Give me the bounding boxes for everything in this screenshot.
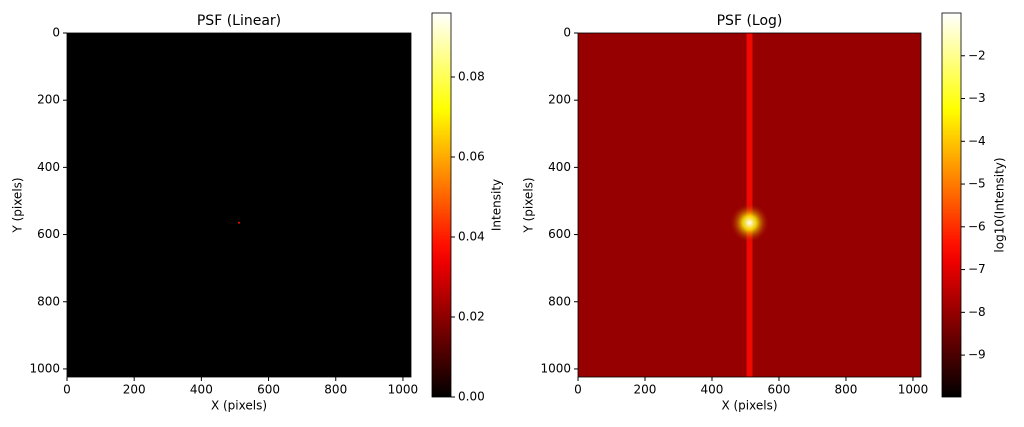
x-tick-label: 1000 [388,383,419,397]
colorbar-tick-label: 0.04 [458,230,485,244]
y-tick-label: 1000 [29,361,60,375]
x-tick-label: 800 [324,383,347,397]
x-tick-label: 400 [190,383,213,397]
heatmap-background [67,33,411,377]
y-axis-label: Y (pixels) [522,177,536,233]
x-axis-label: X (pixels) [721,399,777,413]
y-tick-label: 600 [548,227,571,241]
colorbar-tick-label: −2 [968,48,986,62]
colorbar-tick-label: −6 [968,219,986,233]
y-tick-label: 200 [37,93,60,107]
heatmap-peak [238,221,240,224]
x-tick-label: 600 [257,383,280,397]
colorbar-tick-label: −4 [968,134,986,148]
colorbar-tick-label: 0.06 [458,150,485,164]
colorbar-tick-label: −3 [968,91,986,105]
y-tick-label: 600 [37,227,60,241]
y-tick-label: 200 [548,93,571,107]
colorbar-tick-label: −7 [968,262,986,276]
colorbar [941,12,962,398]
y-tick-label: 1000 [540,361,571,375]
x-axis-label: X (pixels) [211,399,267,413]
colorbar-tick-label: 0.08 [458,70,485,84]
x-tick-label: 0 [574,383,582,397]
y-tick-label: 0 [52,26,60,40]
y-tick-label: 400 [548,160,571,174]
colorbar-tick-label: 0.00 [458,390,485,404]
x-tick-label: 600 [768,383,791,397]
heatmap-peak [729,202,770,243]
axes-frame [577,32,922,378]
x-tick-label: 200 [634,383,657,397]
colorbar-tick-label: −5 [968,177,986,191]
x-tick-label: 0 [63,383,71,397]
x-tick-label: 1000 [898,383,929,397]
colorbar-label: Intensity [490,179,504,231]
y-axis-label: Y (pixels) [11,177,25,233]
colorbar-tick-label: −8 [968,305,986,319]
x-tick-label: 200 [123,383,146,397]
colorbar [431,12,452,398]
colorbar-label: log10(Intensity) [993,157,1007,252]
y-tick-label: 400 [37,160,60,174]
chart-title: PSF (Log) [717,13,783,29]
colorbar-tick-label: −9 [968,348,986,362]
x-tick-label: 400 [701,383,724,397]
chart-title: PSF (Linear) [197,13,281,29]
y-tick-label: 800 [548,294,571,308]
axes-frame [66,32,412,378]
y-tick-label: 800 [37,294,60,308]
x-tick-label: 800 [835,383,858,397]
y-tick-label: 0 [563,26,571,40]
colorbar-tick-label: 0.02 [458,310,485,324]
